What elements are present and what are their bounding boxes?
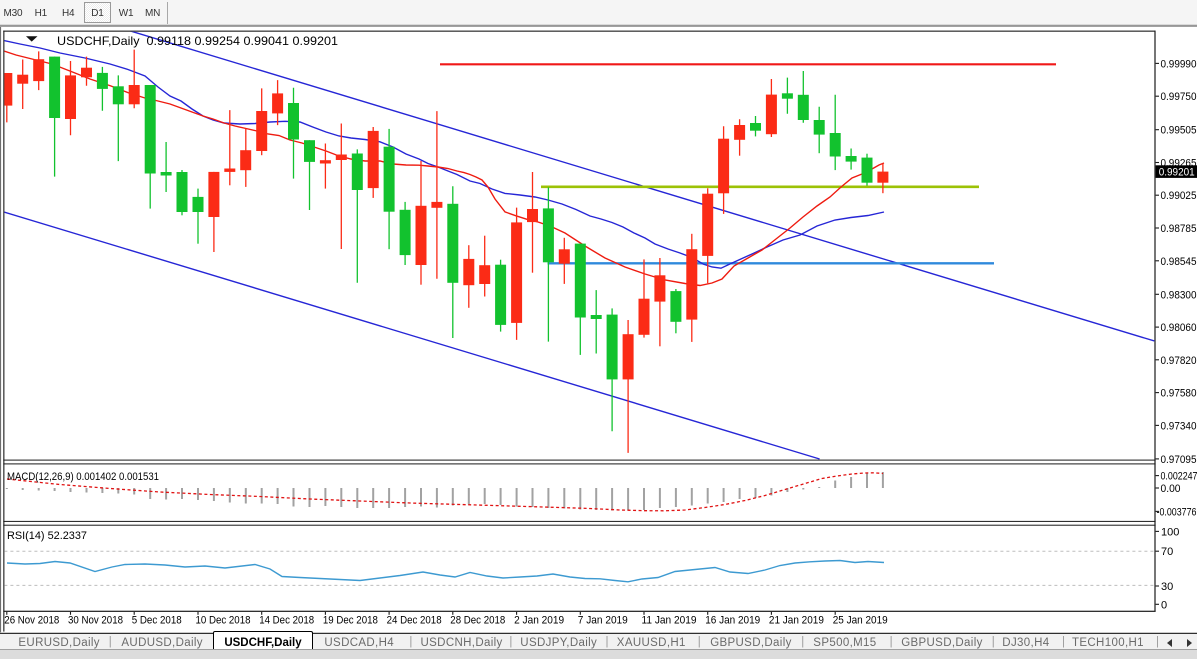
svg-text:7 Jan 2019: 7 Jan 2019 bbox=[578, 614, 628, 626]
svg-text:2 Jan 2019: 2 Jan 2019 bbox=[514, 614, 564, 626]
svg-text:5 Dec 2018: 5 Dec 2018 bbox=[132, 614, 182, 626]
svg-text:0.99505: 0.99505 bbox=[1161, 125, 1197, 137]
svg-text:21 Jan 2019: 21 Jan 2019 bbox=[769, 614, 824, 626]
svg-text:30 Nov 2018: 30 Nov 2018 bbox=[68, 614, 123, 626]
svg-text:0.99201: 0.99201 bbox=[1159, 166, 1195, 178]
svg-text:0.98785: 0.98785 bbox=[1161, 223, 1197, 235]
svg-text:16 Jan 2019: 16 Jan 2019 bbox=[705, 614, 760, 626]
svg-text:0.00: 0.00 bbox=[1161, 483, 1181, 495]
svg-text:0.002247: 0.002247 bbox=[1161, 471, 1197, 483]
svg-text:11 Jan 2019: 11 Jan 2019 bbox=[642, 614, 697, 626]
svg-text:10 Dec 2018: 10 Dec 2018 bbox=[196, 614, 251, 626]
svg-text:70: 70 bbox=[1161, 546, 1173, 558]
svg-text:14 Dec 2018: 14 Dec 2018 bbox=[259, 614, 314, 626]
svg-text:0: 0 bbox=[1161, 599, 1167, 611]
svg-text:0.98060: 0.98060 bbox=[1161, 322, 1197, 334]
svg-text:0.99750: 0.99750 bbox=[1161, 91, 1197, 103]
svg-text:24 Dec 2018: 24 Dec 2018 bbox=[387, 614, 442, 626]
svg-text:0.98545: 0.98545 bbox=[1161, 256, 1197, 268]
svg-text:0.97340: 0.97340 bbox=[1161, 420, 1197, 432]
svg-text:0.98300: 0.98300 bbox=[1161, 289, 1197, 301]
svg-text:-0.003776: -0.003776 bbox=[1157, 506, 1197, 518]
svg-text:0.99025: 0.99025 bbox=[1161, 190, 1197, 202]
svg-text:0.97580: 0.97580 bbox=[1161, 388, 1197, 400]
svg-text:28 Dec 2018: 28 Dec 2018 bbox=[450, 614, 505, 626]
svg-text:100: 100 bbox=[1161, 526, 1179, 538]
svg-text:MACD(12,26,9) 0.001402 0.00153: MACD(12,26,9) 0.001402 0.001531 bbox=[7, 471, 159, 483]
svg-text:26 Nov 2018: 26 Nov 2018 bbox=[4, 614, 59, 626]
svg-text:0.97095: 0.97095 bbox=[1161, 454, 1197, 466]
svg-text:RSI(14) 52.2337: RSI(14) 52.2337 bbox=[7, 530, 87, 542]
svg-text:0.97820: 0.97820 bbox=[1161, 355, 1197, 367]
svg-text:25 Jan 2019: 25 Jan 2019 bbox=[833, 614, 888, 626]
svg-text:0.99990: 0.99990 bbox=[1161, 58, 1197, 70]
svg-text:19 Dec 2018: 19 Dec 2018 bbox=[323, 614, 378, 626]
svg-text:USDCHF,Daily 0.99118 0.99254: USDCHF,Daily 0.99118 0.99254 0.99041 0.9… bbox=[57, 34, 338, 48]
svg-text:30: 30 bbox=[1161, 581, 1173, 593]
